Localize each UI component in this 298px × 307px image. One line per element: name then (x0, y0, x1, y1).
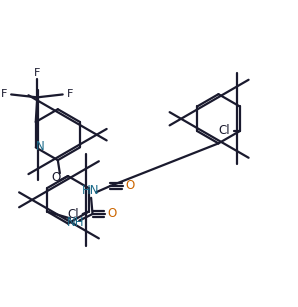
Text: Cl: Cl (218, 124, 230, 137)
Text: O: O (107, 208, 117, 220)
Text: N: N (36, 140, 45, 153)
Text: NH: NH (67, 216, 85, 229)
Text: F: F (66, 89, 73, 99)
Text: HN: HN (82, 184, 100, 197)
Text: F: F (1, 89, 7, 99)
Text: O: O (125, 179, 134, 192)
Text: O: O (51, 171, 60, 184)
Text: Cl: Cl (68, 208, 79, 221)
Text: F: F (34, 68, 41, 78)
